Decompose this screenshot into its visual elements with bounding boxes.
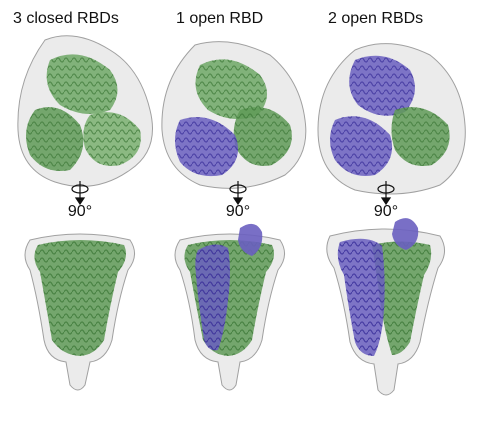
panel-title-closed: 3 closed RBDs	[13, 10, 119, 27]
side-view-one-open	[174, 223, 285, 391]
rotation-arrow-icon	[377, 181, 395, 206]
rotation-arrow-icon	[71, 181, 89, 206]
top-view-closed	[17, 35, 153, 187]
rotation-label-two-open: 90°	[373, 203, 399, 220]
rotation-label-closed: 90°	[67, 203, 93, 220]
open-rbd-domain-two-open	[392, 218, 419, 250]
panel-title-one-open: 1 open RBD	[176, 10, 264, 27]
panel-title-two-open: 2 open RBDs	[328, 10, 424, 27]
side-view-two-open	[326, 218, 445, 396]
rotation-label-one-open: 90°	[225, 203, 251, 220]
open-rbd-domain-one-open	[238, 223, 263, 256]
side-view-closed	[24, 233, 135, 391]
top-view-two-open	[317, 43, 466, 195]
rotation-arrow-icon	[229, 181, 247, 206]
top-view-one-open	[161, 41, 307, 189]
